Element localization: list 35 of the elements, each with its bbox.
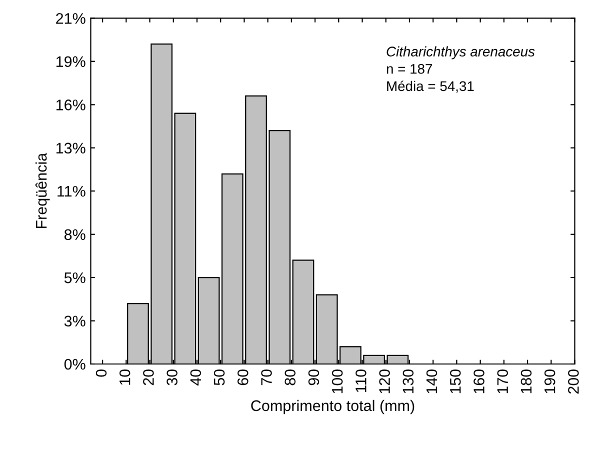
x-tick-label: 70 bbox=[261, 369, 272, 386]
x-tick-label: 50 bbox=[214, 369, 225, 386]
y-tick-label: 3% bbox=[64, 316, 86, 327]
y-tick-label: 19% bbox=[56, 56, 86, 68]
x-tick-label: 20 bbox=[143, 369, 154, 386]
y-axis-title: Freqüência bbox=[35, 152, 50, 228]
x-tick-label: 40 bbox=[190, 369, 202, 386]
annotation: Citharichthys arenaceus bbox=[386, 46, 535, 60]
x-tick-label: 170 bbox=[497, 369, 508, 394]
x-tick-label: 120 bbox=[379, 369, 390, 394]
y-tick-label: 16% bbox=[56, 100, 86, 110]
x-tick-label: 130 bbox=[402, 369, 414, 394]
x-tick-label: 150 bbox=[450, 369, 461, 394]
x-tick-label: 180 bbox=[520, 369, 532, 394]
y-tick-label: 11% bbox=[58, 186, 86, 197]
y-tick-label: 8% bbox=[64, 229, 86, 240]
x-tick-label: 140 bbox=[426, 369, 438, 394]
x-tick-label: 200 bbox=[568, 369, 579, 394]
x-tick-label: 100 bbox=[332, 369, 343, 394]
x-axis-title: Comprimento total (mm) bbox=[251, 400, 414, 414]
x-tick-label: 10 bbox=[119, 369, 130, 385]
annotation: Média = 54,31 bbox=[387, 80, 474, 93]
x-tick-label: 60 bbox=[237, 369, 248, 386]
y-tick-label: 13% bbox=[56, 142, 86, 154]
x-tick-label: 0 bbox=[96, 369, 107, 377]
annotation: n = 187 bbox=[386, 64, 432, 74]
x-tick-label: 160 bbox=[474, 369, 484, 394]
x-tick-label: 80 bbox=[284, 369, 296, 386]
y-tick-label: 21% bbox=[56, 13, 86, 24]
x-tick-label: 190 bbox=[544, 369, 556, 394]
x-tick-label: 110 bbox=[356, 369, 366, 392]
x-tick-label: 90 bbox=[308, 369, 320, 386]
x-tick-label: 30 bbox=[166, 369, 178, 386]
y-tick-label: 0% bbox=[64, 358, 86, 370]
y-tick-label: 5% bbox=[64, 272, 86, 284]
